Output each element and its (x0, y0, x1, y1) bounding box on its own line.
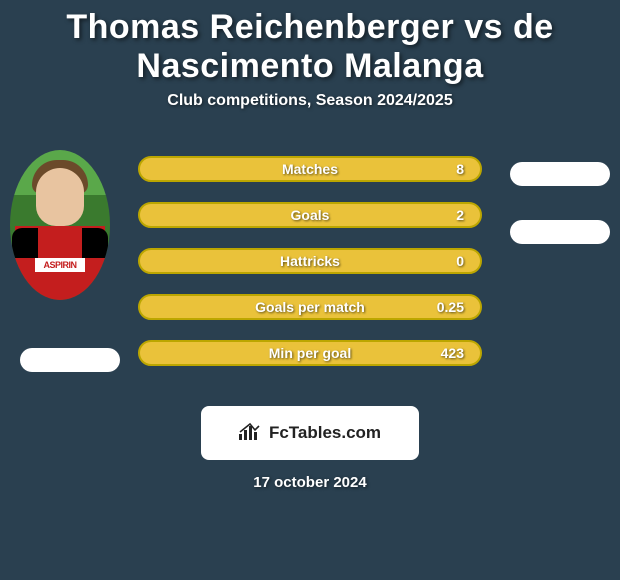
stat-value: 0 (456, 253, 464, 269)
stat-label: Matches (282, 161, 338, 177)
stat-row: Matches 8 (138, 156, 482, 182)
player-right-pill-2 (510, 220, 610, 244)
stat-bars: Matches 8 Goals 2 Hattricks 0 Goals per match 0… (138, 156, 482, 386)
stat-label: Goals per match (255, 299, 365, 315)
stat-row: Min per goal 423 (138, 340, 482, 366)
page-title: Thomas Reichenberger vs de Nascimento Ma… (0, 0, 620, 92)
chart-icon (239, 422, 261, 445)
player-left-avatar: ASPIRIN (10, 150, 110, 300)
player-left-pill (20, 348, 120, 372)
stat-value: 8 (456, 161, 464, 177)
comparison-chart: ASPIRIN Matches 8 Goals 2 Hattricks 0 Goals pe… (0, 140, 620, 390)
stat-row: Goals per match 0.25 (138, 294, 482, 320)
stat-value: 0.25 (437, 299, 464, 315)
stat-row: Hattricks 0 (138, 248, 482, 274)
player-right-pill-1 (510, 162, 610, 186)
source-badge-text: FcTables.com (269, 423, 381, 443)
source-badge: FcTables.com (201, 406, 419, 460)
jersey-sponsor: ASPIRIN (35, 258, 85, 272)
stat-label: Hattricks (280, 253, 340, 269)
subtitle: Club competitions, Season 2024/2025 (0, 92, 620, 110)
date-text: 17 october 2024 (0, 474, 620, 491)
stat-label: Goals (291, 207, 330, 223)
stat-value: 423 (441, 345, 464, 361)
stat-row: Goals 2 (138, 202, 482, 228)
stat-label: Min per goal (269, 345, 351, 361)
stat-value: 2 (456, 207, 464, 223)
